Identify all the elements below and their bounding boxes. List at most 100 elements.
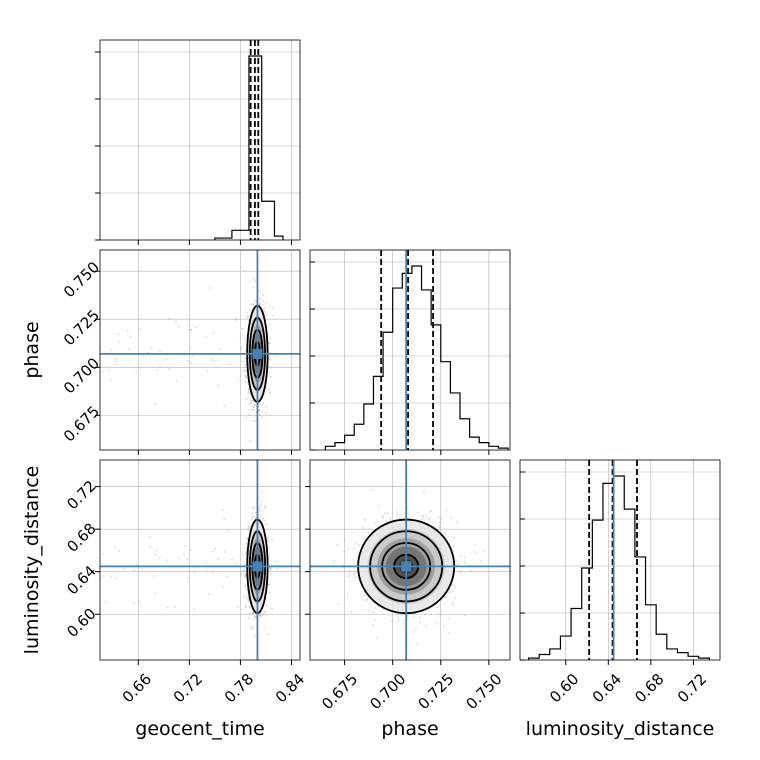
scatter-panel-phase-luminosity_distance	[310, 460, 510, 660]
sample-point	[102, 553, 104, 555]
sample-point	[237, 606, 239, 608]
sample-point	[204, 561, 207, 564]
sample-point	[244, 573, 247, 576]
panel-frame	[309, 249, 511, 451]
sample-point	[158, 557, 161, 560]
sample-point	[367, 532, 370, 534]
sample-point	[102, 575, 105, 578]
sample-point	[246, 595, 249, 597]
sample-point	[264, 306, 267, 309]
sample-point	[118, 340, 121, 343]
sample-point	[267, 388, 270, 391]
sample-point	[244, 606, 247, 609]
sample-point	[402, 622, 405, 625]
sample-point	[175, 321, 177, 323]
sample-point	[109, 379, 112, 382]
sample-point	[101, 370, 104, 373]
sample-point	[154, 403, 157, 406]
sample-point	[166, 559, 168, 562]
sample-point	[258, 507, 261, 509]
sample-point	[419, 622, 421, 624]
sample-point	[267, 583, 270, 586]
sample-point	[132, 602, 135, 604]
sample-point	[396, 515, 399, 518]
sample-point	[129, 335, 132, 338]
sample-point	[128, 348, 130, 350]
sample-point	[428, 510, 431, 513]
sample-point	[105, 601, 108, 604]
sample-point	[253, 286, 255, 289]
sample-point	[252, 506, 254, 508]
sample-point	[270, 567, 272, 570]
truth-marker	[401, 561, 412, 572]
sample-point	[248, 616, 251, 619]
sample-point	[275, 560, 278, 563]
sample-point	[253, 615, 256, 618]
sample-point	[245, 398, 248, 401]
sample-point	[243, 568, 245, 571]
sample-point	[258, 298, 261, 300]
sample-point	[474, 551, 477, 554]
sample-point	[274, 355, 277, 358]
sample-point	[189, 345, 192, 348]
sample-point	[252, 420, 255, 423]
sample-point	[264, 507, 267, 509]
sample-point	[389, 518, 392, 521]
sample-point	[423, 491, 425, 494]
sample-point	[246, 311, 248, 314]
x-tick-label: 0.78	[221, 670, 257, 706]
sample-point	[251, 399, 254, 402]
sample-point	[149, 536, 151, 539]
sample-point	[258, 614, 261, 617]
sample-point	[451, 590, 454, 592]
sample-point	[483, 550, 486, 553]
sample-point	[259, 615, 262, 618]
sample-point	[108, 369, 110, 372]
sample-point	[260, 500, 263, 503]
sample-point	[177, 556, 180, 559]
sample-point	[246, 377, 248, 380]
y-tick-label: 0.64	[63, 562, 99, 598]
sample-point	[430, 613, 432, 616]
sample-point	[247, 600, 250, 603]
sample-point	[247, 388, 250, 391]
sample-point	[123, 567, 125, 570]
sample-point	[418, 616, 421, 619]
sample-point	[150, 346, 153, 349]
sample-point	[189, 328, 192, 331]
sample-point	[455, 559, 458, 562]
sample-point	[258, 290, 261, 293]
sample-point	[248, 397, 251, 399]
sample-point	[376, 636, 378, 639]
sample-point	[374, 607, 377, 609]
sample-point	[244, 584, 247, 587]
sample-point	[245, 589, 248, 592]
y-tick-label: 0.60	[63, 605, 99, 641]
sample-point	[248, 390, 250, 393]
sample-point	[397, 616, 400, 618]
sample-point	[109, 575, 112, 578]
sample-point	[249, 439, 252, 442]
sample-point	[135, 371, 138, 374]
sample-point	[263, 310, 266, 313]
sample-point	[245, 551, 247, 554]
sample-point	[244, 575, 247, 578]
sample-point	[243, 374, 246, 377]
sample-point	[378, 504, 381, 507]
sample-point	[254, 300, 257, 302]
x-tick-label: 0.64	[589, 670, 625, 706]
sample-point	[240, 347, 243, 349]
sample-point	[253, 278, 256, 281]
sample-point	[229, 363, 231, 366]
sample-point	[266, 313, 268, 316]
sample-point	[191, 355, 194, 357]
sample-point	[269, 391, 271, 394]
sample-point	[347, 548, 350, 550]
panel-frame	[99, 39, 301, 241]
sample-point	[187, 324, 190, 327]
sample-point	[449, 592, 451, 594]
sample-point	[248, 525, 251, 528]
sample-point	[250, 518, 253, 521]
sample-point	[384, 512, 387, 515]
sample-point	[357, 544, 360, 547]
